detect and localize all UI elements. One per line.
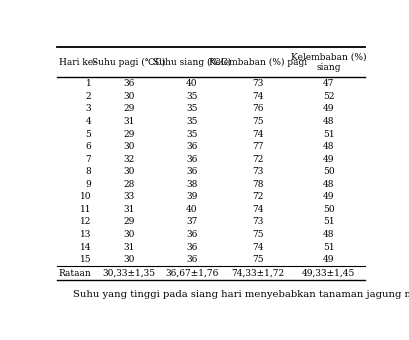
Text: 40: 40 bbox=[186, 79, 198, 88]
Text: 39: 39 bbox=[186, 192, 198, 201]
Text: 31: 31 bbox=[123, 117, 135, 126]
Text: 30: 30 bbox=[123, 92, 135, 101]
Text: 28: 28 bbox=[123, 180, 135, 189]
Text: 77: 77 bbox=[252, 142, 264, 151]
Text: 36: 36 bbox=[186, 255, 198, 264]
Text: 51: 51 bbox=[323, 130, 335, 138]
Text: 29: 29 bbox=[123, 104, 135, 113]
Text: 35: 35 bbox=[186, 117, 198, 126]
Text: 50: 50 bbox=[323, 167, 335, 176]
Text: 36: 36 bbox=[186, 142, 198, 151]
Text: 1: 1 bbox=[86, 79, 92, 88]
Text: 32: 32 bbox=[124, 155, 135, 164]
Text: 37: 37 bbox=[186, 218, 198, 226]
Text: 49: 49 bbox=[323, 255, 335, 264]
Text: 40: 40 bbox=[186, 205, 198, 214]
Text: 78: 78 bbox=[252, 180, 264, 189]
Text: 36: 36 bbox=[186, 167, 198, 176]
Text: Suhu pagi (℃C): Suhu pagi (℃C) bbox=[92, 58, 166, 67]
Text: 74: 74 bbox=[252, 130, 264, 138]
Text: 76: 76 bbox=[252, 104, 264, 113]
Text: 49: 49 bbox=[323, 104, 335, 113]
Text: 51: 51 bbox=[323, 243, 335, 252]
Text: 52: 52 bbox=[323, 92, 335, 101]
Text: 3: 3 bbox=[86, 104, 92, 113]
Text: 7: 7 bbox=[86, 155, 92, 164]
Text: 13: 13 bbox=[80, 230, 92, 239]
Text: 29: 29 bbox=[123, 130, 135, 138]
Text: 31: 31 bbox=[123, 205, 135, 214]
Text: 74: 74 bbox=[252, 205, 264, 214]
Text: 2: 2 bbox=[86, 92, 92, 101]
Text: 30: 30 bbox=[123, 230, 135, 239]
Text: 73: 73 bbox=[252, 167, 264, 176]
Text: 36: 36 bbox=[123, 79, 135, 88]
Text: Kelembaban (%)
siang: Kelembaban (%) siang bbox=[291, 53, 366, 72]
Text: Kelembaban (%) pagi: Kelembaban (%) pagi bbox=[209, 58, 307, 67]
Text: 48: 48 bbox=[323, 142, 335, 151]
Text: 8: 8 bbox=[86, 167, 92, 176]
Text: 12: 12 bbox=[80, 218, 92, 226]
Text: Hari ke-: Hari ke- bbox=[59, 58, 96, 67]
Text: 4: 4 bbox=[86, 117, 92, 126]
Text: 47: 47 bbox=[323, 79, 335, 88]
Text: 36: 36 bbox=[186, 243, 198, 252]
Text: 75: 75 bbox=[252, 117, 264, 126]
Text: Rataan: Rataan bbox=[59, 269, 92, 278]
Text: 30: 30 bbox=[123, 167, 135, 176]
Text: 36: 36 bbox=[186, 230, 198, 239]
Text: Suhu yang tinggi pada siang hari menyebabkan tanaman jagung mengalami: Suhu yang tinggi pada siang hari menyeba… bbox=[73, 290, 409, 299]
Text: 10: 10 bbox=[80, 192, 92, 201]
Text: 49: 49 bbox=[323, 192, 335, 201]
Text: 5: 5 bbox=[85, 130, 92, 138]
Text: 75: 75 bbox=[252, 230, 264, 239]
Text: 35: 35 bbox=[186, 92, 198, 101]
Text: 48: 48 bbox=[323, 180, 335, 189]
Text: 11: 11 bbox=[80, 205, 92, 214]
Text: 29: 29 bbox=[123, 218, 135, 226]
Text: 73: 73 bbox=[252, 218, 264, 226]
Text: 30,33±1,35: 30,33±1,35 bbox=[102, 269, 155, 278]
Text: 35: 35 bbox=[186, 130, 198, 138]
Text: 15: 15 bbox=[80, 255, 92, 264]
Text: 36: 36 bbox=[186, 155, 198, 164]
Text: 75: 75 bbox=[252, 255, 264, 264]
Text: 51: 51 bbox=[323, 218, 335, 226]
Text: Suhu siang (℃C): Suhu siang (℃C) bbox=[153, 58, 231, 67]
Text: 50: 50 bbox=[323, 205, 335, 214]
Text: 73: 73 bbox=[252, 79, 264, 88]
Text: 48: 48 bbox=[323, 230, 335, 239]
Text: 35: 35 bbox=[186, 104, 198, 113]
Text: 74: 74 bbox=[252, 243, 264, 252]
Text: 74,33±1,72: 74,33±1,72 bbox=[231, 269, 285, 278]
Text: 33: 33 bbox=[124, 192, 135, 201]
Text: 36,67±1,76: 36,67±1,76 bbox=[165, 269, 219, 278]
Text: 30: 30 bbox=[123, 255, 135, 264]
Text: 49,33±1,45: 49,33±1,45 bbox=[302, 269, 355, 278]
Text: 9: 9 bbox=[86, 180, 92, 189]
Text: 49: 49 bbox=[323, 155, 335, 164]
Text: 31: 31 bbox=[123, 243, 135, 252]
Text: 48: 48 bbox=[323, 117, 335, 126]
Text: 74: 74 bbox=[252, 92, 264, 101]
Text: 38: 38 bbox=[186, 180, 198, 189]
Text: 14: 14 bbox=[80, 243, 92, 252]
Text: 30: 30 bbox=[123, 142, 135, 151]
Text: 72: 72 bbox=[252, 155, 264, 164]
Text: 6: 6 bbox=[86, 142, 92, 151]
Text: 72: 72 bbox=[252, 192, 264, 201]
